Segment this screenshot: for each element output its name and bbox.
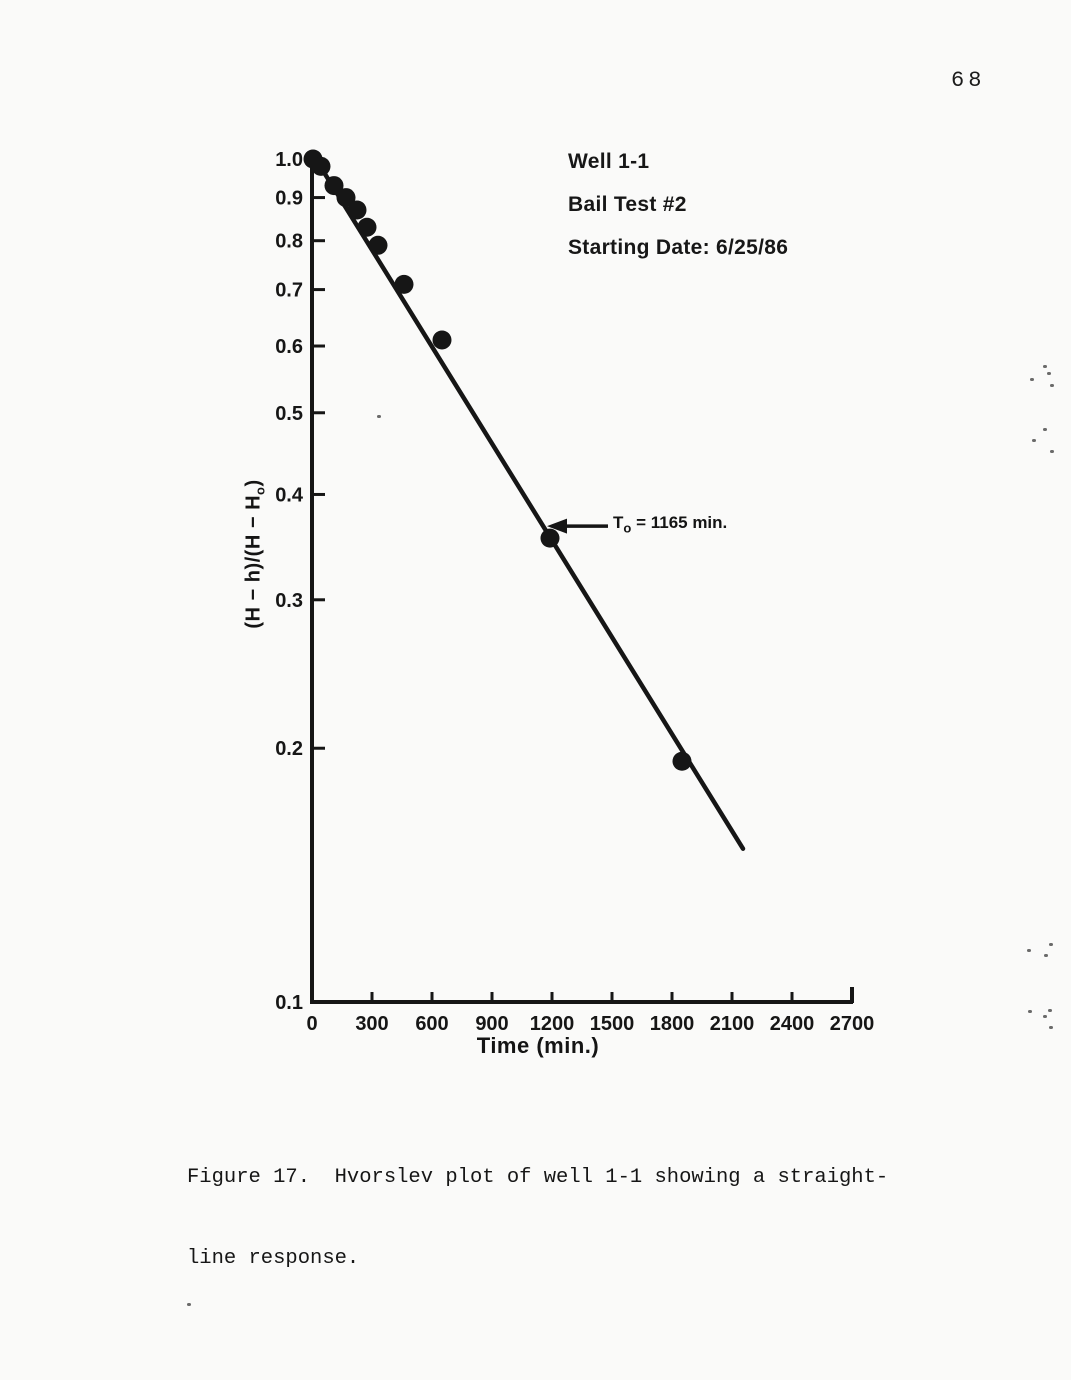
y-tick-label: 0.5 (275, 403, 303, 425)
scan-speckle (1050, 384, 1054, 387)
starting-date-label: Starting Date: 6/25/86 (568, 236, 789, 259)
x-tick-label: 2400 (770, 1013, 815, 1035)
y-tick-label: 1.0 (275, 149, 303, 171)
data-point (347, 200, 367, 220)
data-point (368, 235, 388, 255)
data-point (336, 188, 356, 208)
data-point (432, 330, 452, 350)
scan-speckle (1050, 450, 1054, 453)
scan-speckle (1047, 372, 1051, 375)
scan-speckle (1027, 949, 1031, 952)
scan-speckle (1048, 1009, 1052, 1012)
scan-speckle (1028, 1010, 1032, 1013)
data-point (311, 156, 331, 176)
figure-caption-line1: Figure 17. Hvorslev plot of well 1-1 sho… (187, 1166, 889, 1189)
y-tick-label: 0.4 (275, 484, 304, 506)
fit-line (315, 160, 746, 851)
scan-speckle (1032, 439, 1036, 442)
x-tick-label: 1500 (590, 1013, 635, 1035)
x-tick-label: 1200 (530, 1013, 575, 1035)
chart-header-text: Well 1-1 Bail Test #2 Starting Date: 6/2… (568, 150, 788, 279)
y-tick-label: 0.3 (275, 590, 303, 612)
y-axis-title: (H − h)/(H − Ho) (242, 479, 268, 629)
t0-annotation: To = 1165 min. (613, 513, 728, 536)
data-point (672, 751, 692, 771)
x-tick-label: 600 (415, 1013, 448, 1035)
figure-caption-line2: line response. (187, 1247, 360, 1270)
x-tick-label: 2700 (830, 1013, 875, 1035)
scan-speckle (1049, 943, 1053, 946)
well-id-label: Well 1-1 (568, 150, 650, 173)
scan-speckle (1043, 428, 1047, 431)
y-tick-label: 0.8 (275, 231, 303, 253)
x-tick-label: 300 (355, 1013, 388, 1035)
scan-speckle (1030, 378, 1034, 381)
scan-speckle (1043, 365, 1047, 368)
x-tick-label: 1800 (650, 1013, 695, 1035)
x-axis-title: Time (min.) (476, 1033, 600, 1058)
x-tick-label: 900 (475, 1013, 508, 1035)
y-tick-label: 0.9 (275, 188, 303, 210)
y-tick-label: 0.6 (275, 336, 303, 358)
data-point (324, 176, 344, 196)
scan-speckle (1044, 954, 1048, 957)
scan-speckle (377, 415, 381, 418)
test-number-label: Bail Test #2 (568, 193, 687, 216)
x-tick-label: 0 (306, 1013, 317, 1035)
scan-speckle (1049, 1026, 1053, 1029)
y-tick-label: 0.7 (275, 280, 303, 302)
figure-caption: Figure 17. Hvorslev plot of well 1-1 sho… (187, 1110, 888, 1299)
scan-speckle (187, 1303, 191, 1306)
y-tick-label: 0.1 (275, 992, 303, 1014)
data-point (357, 217, 377, 237)
data-point (540, 528, 560, 548)
y-tick-label: 0.2 (275, 738, 303, 760)
data-point (394, 274, 414, 294)
t0-arrowhead-icon (547, 518, 567, 534)
page-number: 68 (951, 68, 986, 93)
x-tick-label: 2100 (710, 1013, 755, 1035)
scan-speckle (1043, 1015, 1047, 1018)
